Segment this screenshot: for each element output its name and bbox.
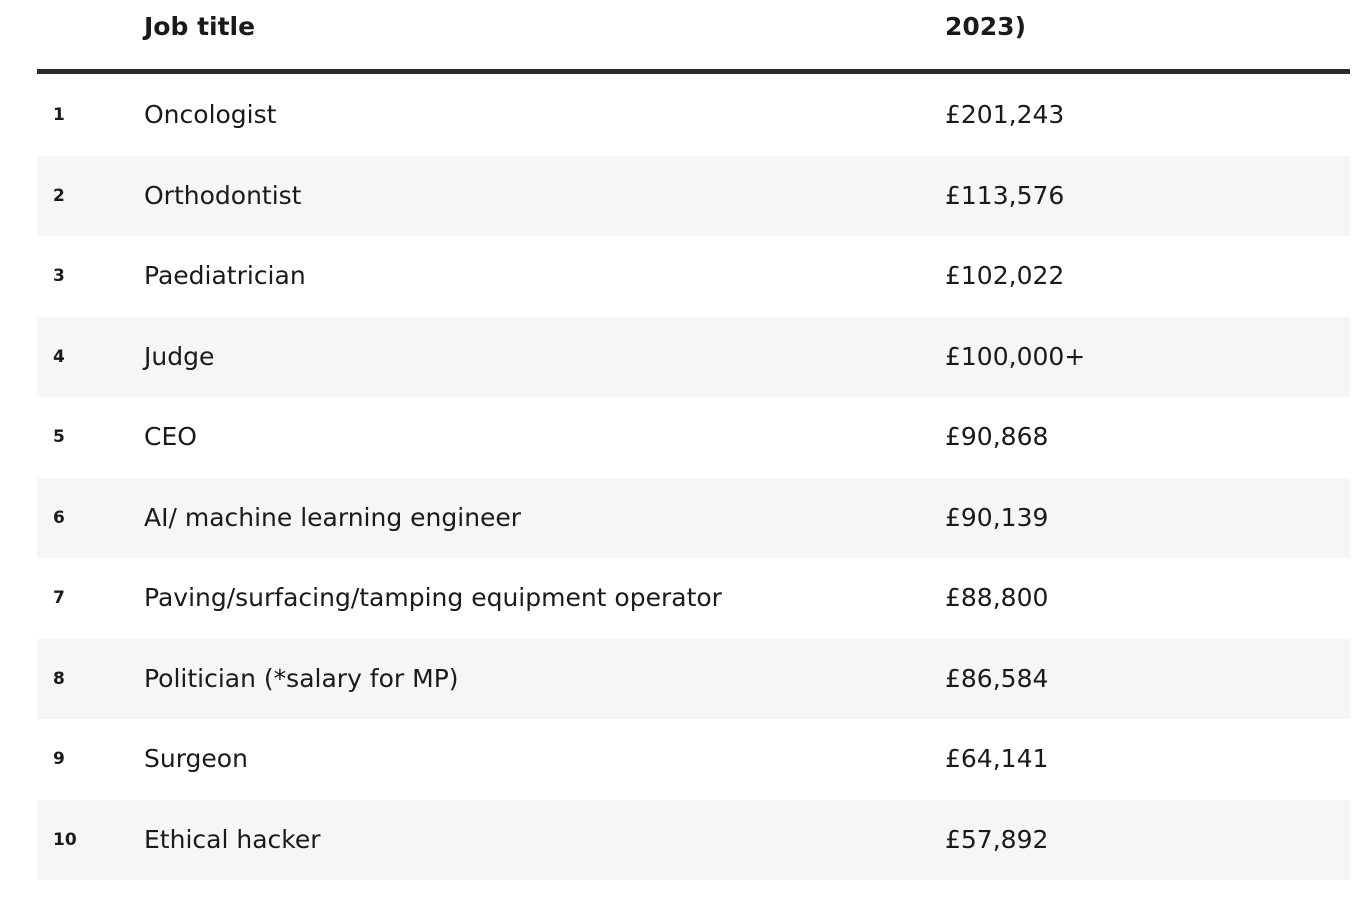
job-title: Orthodontist <box>144 180 302 210</box>
rank: 1 <box>53 105 65 125</box>
rank: 2 <box>53 185 65 206</box>
header-salary: 2023) <box>945 12 1027 41</box>
salary: £64,141 <box>945 744 1049 773</box>
job-title: Surgeon <box>144 744 248 773</box>
rank: 9 <box>53 749 65 769</box>
rank: 6 <box>53 507 65 528</box>
table-row: 3 Paediatrician £102,022 <box>37 236 1350 317</box>
table-row: 6 AI/ machine learning engineer £90,139 <box>37 477 1350 558</box>
table-row: 4 Judge £100,000+ <box>37 316 1350 397</box>
salary: £102,022 <box>945 261 1065 290</box>
job-title: Politician (*salary for MP) <box>144 663 459 693</box>
rank: 3 <box>53 266 65 286</box>
table-row: 8 Politician (*salary for MP) £86,584 <box>37 638 1350 719</box>
salary: £100,000+ <box>945 341 1086 371</box>
salary: £88,800 <box>945 583 1049 612</box>
rank: 8 <box>53 668 65 689</box>
job-title: Paediatrician <box>144 261 306 290</box>
rank: 10 <box>53 829 77 850</box>
rank: 5 <box>53 427 65 447</box>
table-row: 1 Oncologist £201,243 <box>37 75 1350 156</box>
table-row: 2 Orthodontist £113,576 <box>37 155 1350 236</box>
header-rule <box>37 69 1350 74</box>
salary: £57,892 <box>945 824 1049 854</box>
job-title: Oncologist <box>144 100 277 129</box>
job-title: Ethical hacker <box>144 824 321 854</box>
job-title: Judge <box>144 341 215 371</box>
job-title: AI/ machine learning engineer <box>144 502 522 532</box>
rank: 7 <box>53 588 65 608</box>
header-job-title: Job title <box>144 12 256 41</box>
table-row: 10 Ethical hacker £57,892 <box>37 799 1350 880</box>
salary: £90,139 <box>945 502 1049 532</box>
salary: £113,576 <box>945 180 1065 210</box>
table-row: 7 Paving/surfacing/tamping equipment oper… <box>37 558 1350 639</box>
table-row: 5 CEO £90,868 <box>37 397 1350 478</box>
salary: £86,584 <box>945 663 1049 693</box>
rank: 4 <box>53 346 65 367</box>
job-title: Paving/surfacing/tamping equipment opera… <box>144 583 722 612</box>
table-row: 9 Surgeon £64,141 <box>37 719 1350 800</box>
salary: £201,243 <box>945 100 1065 129</box>
job-title: CEO <box>144 422 197 451</box>
salary: £90,868 <box>945 422 1049 451</box>
